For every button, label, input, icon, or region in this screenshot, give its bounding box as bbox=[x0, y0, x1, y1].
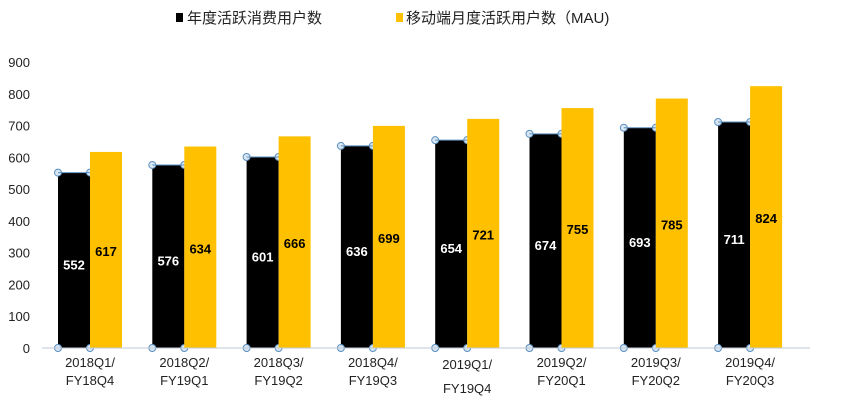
data-label: 711 bbox=[724, 232, 745, 247]
data-label: 785 bbox=[661, 217, 683, 232]
y-tick-label: 600 bbox=[8, 150, 30, 165]
x-tick-label: 2019Q1/ bbox=[442, 357, 492, 372]
bar-annual-active bbox=[435, 140, 468, 348]
bar-mau bbox=[372, 125, 405, 348]
data-label: 824 bbox=[755, 211, 777, 226]
data-label: 693 bbox=[629, 235, 651, 250]
x-tick-label: FY19Q1 bbox=[160, 373, 208, 388]
x-tick-label: 2018Q2/ bbox=[159, 355, 209, 370]
y-tick-label: 700 bbox=[8, 119, 30, 134]
data-label: 674 bbox=[535, 238, 557, 253]
legend-swatch-mau bbox=[396, 13, 403, 22]
y-tick-label: 900 bbox=[8, 55, 30, 70]
data-label: 699 bbox=[378, 231, 400, 246]
bar-annual-active bbox=[246, 157, 279, 348]
data-label: 617 bbox=[95, 244, 117, 259]
legend-label-annual-active: 年度活跃消费用户数 bbox=[187, 10, 322, 27]
x-tick-label: FY19Q3 bbox=[349, 373, 397, 388]
data-label: 666 bbox=[284, 236, 306, 251]
y-tick-label: 500 bbox=[8, 182, 30, 197]
bar-mau bbox=[561, 108, 594, 348]
bar-mau bbox=[467, 118, 500, 348]
bar-mau bbox=[90, 151, 122, 348]
x-tick-label: FY20Q1 bbox=[537, 373, 585, 388]
y-tick-label: 300 bbox=[8, 246, 30, 261]
bar-annual-active bbox=[58, 172, 90, 348]
y-tick-label: 800 bbox=[8, 87, 30, 102]
legend-label-mau: 移动端月度活跃用户数（MAU) bbox=[406, 10, 609, 27]
x-tick-label: 2019Q2/ bbox=[537, 355, 587, 370]
x-tick-label: FY20Q2 bbox=[632, 373, 680, 388]
bar-annual-active bbox=[718, 122, 751, 348]
x-axis: 2018Q1/FY18Q4 2018Q2/FY19Q1 2018Q3/FY19Q2 2… bbox=[65, 355, 775, 396]
bar-annual-active bbox=[529, 133, 562, 348]
x-tick-label: FY19Q2 bbox=[254, 373, 302, 388]
bar-annual-active bbox=[340, 145, 373, 348]
y-axis: 0 100 200 300 400 500 600 700 800 900 bbox=[8, 55, 30, 356]
x-tick-label: FY18Q4 bbox=[66, 373, 114, 388]
x-tick-label: 2018Q4/ bbox=[348, 355, 398, 370]
bar-annual-active bbox=[623, 127, 656, 348]
y-tick-label: 200 bbox=[8, 277, 30, 292]
bars: 552 617 576 634 601 666 636 699 654 721 674 755 693 7… bbox=[54, 86, 783, 352]
data-label: 721 bbox=[472, 227, 494, 242]
data-label: 636 bbox=[346, 244, 368, 259]
legend: 年度活跃消费用户数 移动端月度活跃用户数（MAU) bbox=[176, 10, 609, 27]
bar-annual-active bbox=[152, 164, 185, 348]
y-tick-label: 100 bbox=[8, 309, 30, 324]
bar-mau bbox=[278, 136, 311, 348]
data-label: 755 bbox=[567, 222, 589, 237]
x-tick-label: 2018Q1/ bbox=[65, 355, 115, 370]
x-tick-label: FY19Q4 bbox=[443, 381, 491, 396]
bar-mau bbox=[750, 86, 783, 348]
data-label: 654 bbox=[440, 241, 462, 256]
data-label: 552 bbox=[63, 257, 85, 272]
data-label: 601 bbox=[252, 250, 274, 265]
y-tick-label: 0 bbox=[23, 341, 30, 356]
bar-mau bbox=[655, 98, 688, 349]
y-tick-label: 400 bbox=[8, 214, 30, 229]
bar-mau bbox=[184, 146, 217, 348]
x-tick-label: FY20Q3 bbox=[726, 373, 774, 388]
data-label: 576 bbox=[157, 253, 179, 268]
x-tick-label: 2019Q3/ bbox=[631, 355, 681, 370]
x-tick-label: 2019Q4/ bbox=[725, 355, 775, 370]
x-tick-label: 2018Q3/ bbox=[254, 355, 304, 370]
data-label: 634 bbox=[189, 241, 211, 256]
legend-swatch-annual-active bbox=[176, 13, 183, 22]
